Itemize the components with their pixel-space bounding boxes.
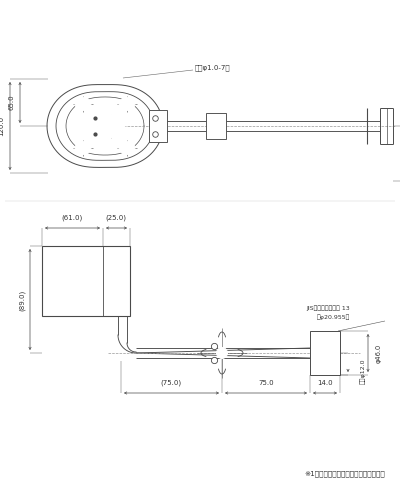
- Text: 内径φ12.0: 内径φ12.0: [360, 358, 366, 384]
- Text: (75.0): (75.0): [160, 379, 182, 386]
- Bar: [206, 113, 226, 139]
- Ellipse shape: [216, 348, 228, 359]
- Text: (89.0): (89.0): [19, 289, 25, 310]
- Text: 120.0: 120.0: [0, 116, 4, 136]
- Bar: [42, 246, 130, 316]
- Text: 14.0: 14.0: [317, 380, 333, 386]
- Ellipse shape: [75, 98, 91, 111]
- Ellipse shape: [97, 114, 125, 138]
- Text: JIS給水栓筐付ねじ 13: JIS給水栓筐付ねじ 13: [306, 306, 350, 311]
- Text: 穴径φ1.0-7穴: 穴径φ1.0-7穴: [195, 64, 231, 71]
- Text: （φ20.955）: （φ20.955）: [317, 314, 350, 320]
- Text: (61.0): (61.0): [61, 214, 83, 221]
- Ellipse shape: [119, 98, 135, 111]
- Ellipse shape: [75, 141, 91, 154]
- Text: ※1：（　）内寸法は参考寸法である。: ※1：（ ）内寸法は参考寸法である。: [304, 471, 385, 477]
- Bar: [310, 331, 340, 375]
- Ellipse shape: [119, 141, 135, 154]
- Text: 75.0: 75.0: [258, 380, 274, 386]
- Text: φ46.0: φ46.0: [376, 343, 382, 363]
- Ellipse shape: [214, 153, 226, 163]
- Text: 65.0: 65.0: [9, 94, 15, 110]
- Text: (25.0): (25.0): [106, 214, 126, 221]
- Bar: [149, 110, 167, 142]
